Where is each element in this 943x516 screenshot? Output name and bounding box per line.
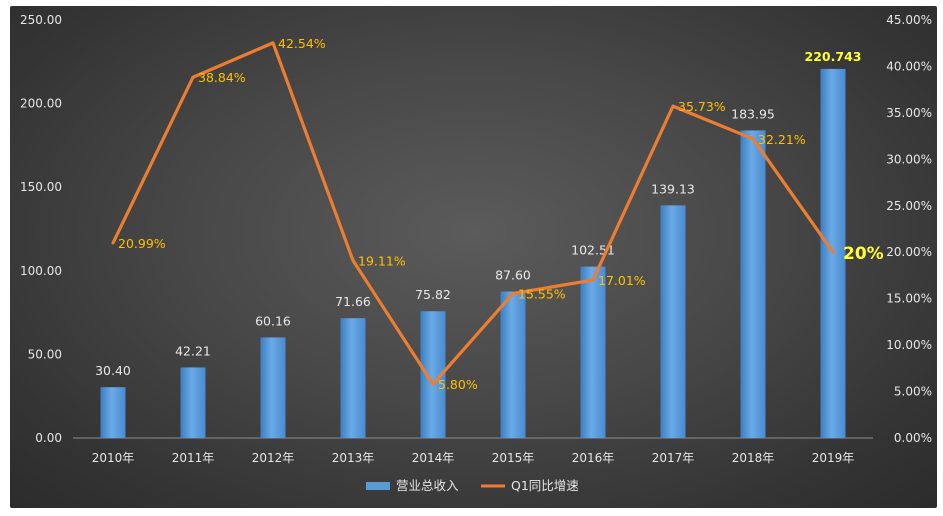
x-tick-label: 2016年 [572, 451, 615, 465]
y-right-tick-label: 20.00% [886, 245, 932, 259]
line-point [111, 241, 115, 245]
bar-data-label: 183.95 [731, 106, 775, 121]
legend-label: 营业总收入 [396, 478, 459, 493]
y-left-tick-label: 150.00 [20, 180, 62, 194]
line-data-label: 35.73% [678, 99, 726, 114]
line-data-label: 5.80% [438, 377, 478, 392]
line-point [591, 278, 595, 282]
line-point [511, 292, 515, 296]
line-point [431, 382, 435, 386]
line-data-label: 32.21% [758, 132, 806, 147]
line-point [271, 41, 275, 45]
x-tick-label: 2011年 [172, 451, 215, 465]
x-tick-label: 2017年 [652, 451, 695, 465]
line-data-label: 38.84% [198, 70, 246, 85]
line-point [351, 258, 355, 262]
y-right-tick-label: 10.00% [886, 338, 932, 352]
bar [260, 337, 286, 438]
y-right-tick-label: 15.00% [886, 292, 932, 306]
x-tick-label: 2010年 [92, 451, 135, 465]
bar [100, 387, 126, 438]
y-left-tick-label: 0.00 [35, 431, 62, 445]
y-left-tick-label: 250.00 [20, 13, 62, 27]
y-right-tick-label: 40.00% [886, 59, 932, 73]
bar [340, 318, 366, 438]
y-left-tick-label: 50.00 [28, 347, 62, 361]
line-point [751, 137, 755, 141]
y-left-tick-label: 100.00 [20, 264, 62, 278]
x-tick-label: 2015年 [492, 451, 535, 465]
bar [180, 367, 206, 438]
line-data-label: 17.01% [598, 273, 646, 288]
x-tick-label: 2019年 [812, 451, 855, 465]
line-data-label: 15.55% [518, 287, 566, 302]
line-data-label: 20.99% [118, 236, 166, 251]
line-data-label: 42.54% [278, 36, 326, 51]
line-point [671, 104, 675, 108]
y-right-tick-label: 25.00% [886, 199, 932, 213]
legend-label: Q1同比增速 [511, 478, 579, 493]
bar-data-label: 60.16 [255, 313, 291, 328]
x-tick-label: 2013年 [332, 451, 375, 465]
x-tick-label: 2014年 [412, 451, 455, 465]
bar [500, 291, 526, 438]
line-point [191, 75, 195, 79]
legend-bar-swatch [366, 482, 390, 490]
x-tick-label: 2018年 [732, 451, 775, 465]
bar [660, 205, 686, 438]
bar-data-label: 71.66 [335, 294, 371, 309]
bar-data-label: 139.13 [651, 181, 695, 196]
y-left-tick-label: 200.00 [20, 97, 62, 111]
y-right-tick-label: 35.00% [886, 106, 932, 120]
bar-data-label: 42.21 [175, 343, 211, 358]
y-right-tick-label: 45.00% [886, 13, 932, 27]
line-point [831, 250, 835, 254]
y-right-tick-label: 0.00% [894, 431, 932, 445]
y-right-tick-label: 30.00% [886, 152, 932, 166]
line-data-label: 19.11% [358, 253, 406, 268]
bar-data-label: 30.40 [95, 363, 131, 378]
bar-data-label: 87.60 [495, 268, 531, 283]
bar-data-label: 75.82 [415, 287, 451, 302]
bar [580, 266, 606, 438]
line-data-label: 20% [843, 244, 884, 264]
bar-data-label: 220.743 [805, 49, 862, 64]
bar [740, 130, 766, 438]
y-right-tick-label: 5.00% [894, 385, 932, 399]
line-series [111, 41, 835, 386]
x-tick-label: 2012年 [252, 451, 295, 465]
chart-area [10, 6, 937, 508]
